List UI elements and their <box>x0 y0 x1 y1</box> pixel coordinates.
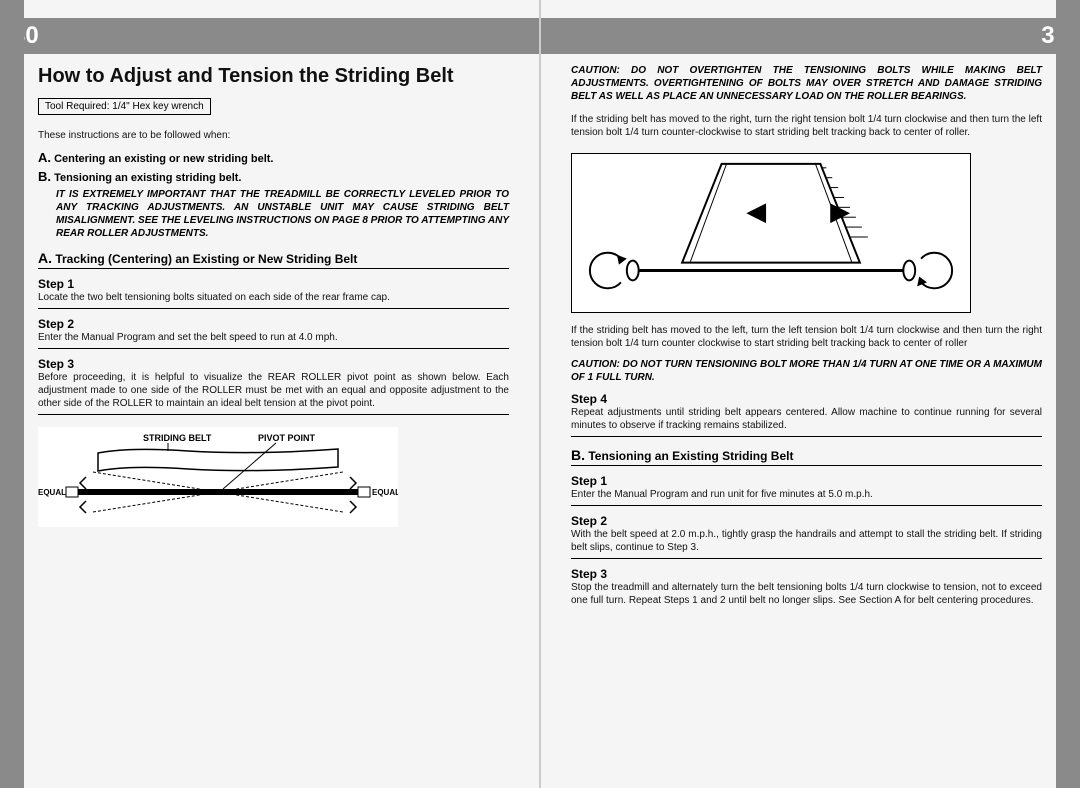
step4-head: Step 4 <box>571 392 1042 406</box>
section-a-text: Tracking (Centering) an Existing or New … <box>55 252 357 266</box>
intro-text: These instructions are to be followed wh… <box>38 129 509 142</box>
section-a-label: A. <box>38 250 52 266</box>
label-equal-right: EQUAL <box>372 488 398 497</box>
section-b-label: B. <box>571 447 585 463</box>
page-left: 30 How to Adjust and Tension the Stridin… <box>0 0 540 788</box>
item-a-label: A. <box>38 150 51 165</box>
divider <box>571 558 1042 559</box>
step3-head: Step 3 <box>38 357 509 371</box>
tool-required-box: Tool Required: 1/4" Hex key wrench <box>38 98 211 115</box>
b-step2-head: Step 2 <box>571 514 1042 528</box>
item-b: B. Tensioning an existing striding belt. <box>38 169 509 184</box>
page-title: How to Adjust and Tension the Striding B… <box>38 64 509 88</box>
step2-text: Enter the Manual Program and set the bel… <box>38 331 509 344</box>
step2-head: Step 2 <box>38 317 509 331</box>
item-b-text: Tensioning an existing striding belt. <box>54 172 241 184</box>
caution-leveling: IT IS EXTREMELY IMPORTANT THAT THE TREAD… <box>38 188 509 240</box>
rotate-ccw-icon <box>590 253 621 289</box>
step3-text: Before proceeding, it is helpful to visu… <box>38 371 509 410</box>
divider <box>38 308 509 309</box>
section-b-head: B. Tensioning an Existing Striding Belt <box>571 447 1042 466</box>
label-striding-belt: STRIDING BELT <box>143 433 212 443</box>
item-b-label: B. <box>38 169 51 184</box>
divider <box>571 436 1042 437</box>
page-num-bar: 31 <box>541 18 1080 54</box>
page-num-bar: 30 <box>0 18 539 54</box>
b-step1-text: Enter the Manual Program and run unit fo… <box>571 488 1042 501</box>
roller-pivot-diagram: STRIDING BELT PIVOT POINT EQUAL EQUAL <box>38 427 398 527</box>
belt-adjust-diagram <box>571 153 971 313</box>
caution-overtighten: CAUTION: DO NOT OVERTIGHTEN THE TENSIONI… <box>571 64 1042 103</box>
section-b-text: Tensioning an Existing Striding Belt <box>588 449 793 463</box>
page-stripe <box>1056 0 1080 788</box>
step4-text: Repeat adjustments until striding belt a… <box>571 406 1042 432</box>
b-step1-head: Step 1 <box>571 474 1042 488</box>
arrow-right-icon <box>746 203 766 223</box>
section-a-head: A. Tracking (Centering) an Existing or N… <box>38 250 509 269</box>
arrow-left-icon <box>830 203 850 223</box>
page-stripe <box>0 0 24 788</box>
item-a: A. Centering an existing or new striding… <box>38 150 509 165</box>
b-step2-text: With the belt speed at 2.0 m.p.h., tight… <box>571 528 1042 554</box>
divider <box>571 505 1042 506</box>
caution-quarter-turn: CAUTION: DO NOT TURN TENSIONING BOLT MOR… <box>571 358 1042 384</box>
label-equal-left: EQUAL <box>38 488 66 497</box>
b-step3-head: Step 3 <box>571 567 1042 581</box>
step1-head: Step 1 <box>38 277 509 291</box>
step1-text: Locate the two belt tensioning bolts sit… <box>38 291 509 304</box>
belt-left-text: If the striding belt has moved to the le… <box>571 324 1042 350</box>
belt-right-text: If the striding belt has moved to the ri… <box>571 113 1042 139</box>
label-pivot-point: PIVOT POINT <box>258 433 316 443</box>
item-a-text: Centering an existing or new striding be… <box>54 153 273 165</box>
rotate-cw-icon <box>921 253 952 289</box>
divider <box>38 414 509 415</box>
divider <box>38 348 509 349</box>
page-right: 31 CAUTION: DO NOT OVERTIGHTEN THE TENSI… <box>540 0 1080 788</box>
b-step3-text: Stop the treadmill and alternately turn … <box>571 581 1042 607</box>
